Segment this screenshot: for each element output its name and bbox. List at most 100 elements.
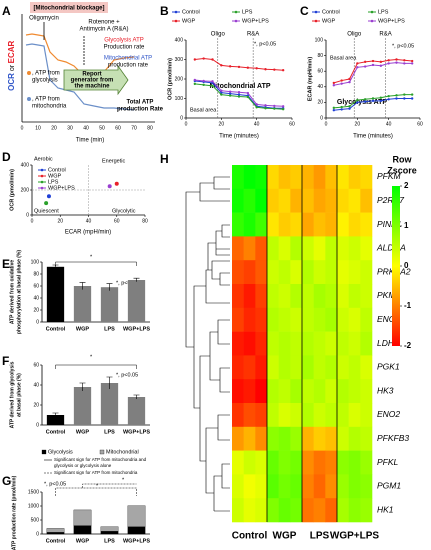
y-tick-label: 80 [317, 53, 323, 59]
heat-cell [302, 426, 314, 451]
axis [325, 40, 420, 119]
point [264, 68, 267, 71]
heat-cell [278, 450, 291, 475]
heat-cell [360, 450, 373, 475]
heat-cell [348, 498, 361, 523]
injection-label: R&A [379, 32, 391, 38]
heat-cell [325, 307, 338, 332]
point [255, 106, 258, 109]
x-label: ECAR (mpH/min) [65, 230, 111, 236]
injection-label: Oligo [211, 32, 226, 38]
ecar-curve [25, 33, 135, 77]
note: Significant sign for ATP from mitochondr… [54, 470, 138, 475]
report: the machine [74, 84, 110, 90]
y-label: or [9, 64, 16, 71]
colorbar-tick-label: -2 [404, 341, 412, 350]
heat-cell [348, 355, 361, 380]
point [410, 93, 414, 96]
note: Significant sign for ATP from mitochondr… [54, 457, 147, 462]
y-tick-label: 1500 [28, 489, 39, 495]
heat-cell [255, 236, 268, 261]
heat-cell [243, 307, 256, 332]
legend-marker [174, 10, 178, 14]
x-tick-label: WGP [76, 326, 89, 332]
row-label: PINK1 [377, 219, 402, 229]
point [410, 59, 414, 63]
point [273, 68, 276, 71]
point [340, 82, 343, 85]
point [371, 63, 375, 67]
y-tick-label: 200 [21, 187, 30, 193]
y-label: OCR (pmol/min) [167, 58, 173, 100]
point [237, 91, 241, 94]
y-label: OCR (pmol/min) [9, 169, 15, 211]
note: glycolysis or glycolysis alone [54, 463, 112, 468]
heat-cell [278, 355, 291, 380]
legend-label: LPS [48, 179, 59, 185]
panel-label: F [2, 354, 9, 368]
x-tick-label: 10 [35, 125, 41, 131]
y-label: ATP derived from oxidative [9, 260, 15, 324]
bar-segment [127, 505, 146, 527]
point [107, 184, 112, 189]
heat-cell [255, 331, 268, 356]
atp-mito: mitochondria [32, 104, 67, 110]
point [228, 94, 232, 97]
heat-cell [232, 426, 244, 451]
point [237, 93, 241, 96]
total: Total ATP [127, 100, 154, 106]
x-label: Time (minutes) [219, 134, 259, 140]
point [228, 92, 232, 95]
heat-cell [243, 212, 256, 237]
legend-label: WGP [48, 173, 61, 179]
heat-cell [278, 498, 291, 523]
y-tick-label: 400 [21, 162, 30, 168]
point [395, 58, 398, 61]
heat-cell [267, 403, 279, 428]
panel-label: D [2, 150, 11, 164]
heat-cell [255, 379, 268, 404]
y-label: ECAR (mpH/min) [307, 57, 313, 101]
heat-cell [290, 188, 303, 213]
panel-label: G [2, 474, 11, 488]
point [340, 79, 343, 82]
colorbar-title: Zscore [387, 165, 417, 175]
heat-cell [267, 426, 279, 451]
heat-cell [360, 355, 373, 380]
heat-cell [255, 426, 268, 451]
legend-label: WGP [182, 18, 195, 24]
error-bar [52, 412, 59, 417]
heat-cell [325, 403, 338, 428]
heat-cell [232, 307, 244, 332]
heat-cell [348, 212, 361, 237]
point [403, 93, 406, 96]
point [255, 67, 258, 70]
point [246, 91, 250, 95]
point [340, 108, 343, 111]
x-tick-label: WGP+LPS [123, 326, 150, 332]
legend-marker [174, 19, 178, 23]
y-tick-label: 100 [315, 37, 324, 43]
point [220, 93, 223, 96]
y-tick-label: 40 [33, 382, 39, 388]
heat-cell [325, 355, 338, 380]
point [281, 69, 285, 72]
heat-cell [267, 474, 279, 499]
heat-cell [243, 379, 256, 404]
point [356, 101, 359, 104]
heat-cell [255, 260, 268, 285]
heat-cell [348, 284, 361, 309]
heat-cell [313, 260, 326, 285]
colorbar [392, 186, 400, 346]
point [387, 59, 390, 62]
x-tick-label: 60 [417, 121, 423, 127]
heat-cell [325, 236, 338, 261]
legend-marker [40, 186, 44, 190]
y-tick-label: 0 [36, 319, 39, 325]
heat-cell [267, 331, 279, 356]
heat-cell [255, 188, 268, 213]
heat-cell [267, 260, 279, 285]
point [211, 84, 214, 88]
point [273, 107, 276, 110]
